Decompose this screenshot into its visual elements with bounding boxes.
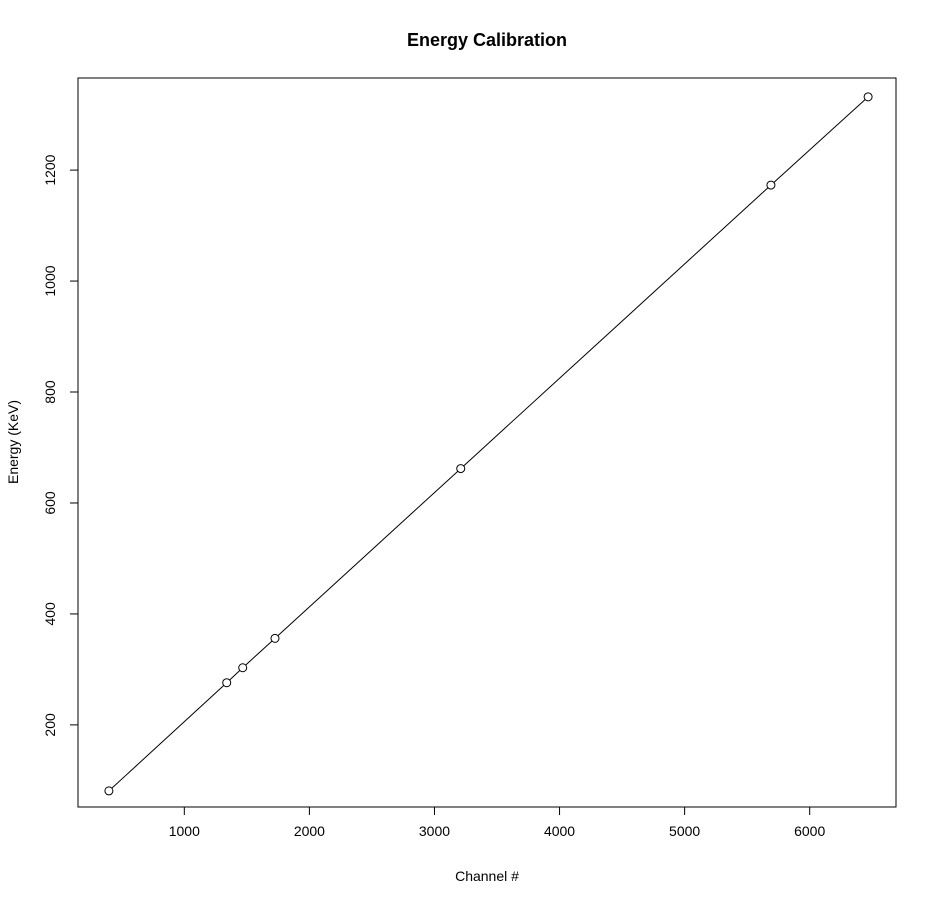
data-point <box>238 663 248 673</box>
x-axis: 1000 2000 3000 4000 5000 6000 <box>169 806 825 839</box>
y-tick-label: 600 <box>42 491 58 515</box>
data-point <box>456 464 466 474</box>
x-tick-label: 3000 <box>419 823 450 839</box>
series-line <box>108 96 869 792</box>
data-point <box>766 180 776 190</box>
x-tick-label: 1000 <box>169 823 200 839</box>
y-tick-label: 800 <box>42 380 58 404</box>
y-axis: 200 400 600 800 1000 1200 <box>42 154 79 737</box>
series-group <box>104 92 873 796</box>
data-point <box>104 786 114 796</box>
data-point <box>222 678 232 688</box>
x-tick-label: 6000 <box>794 823 825 839</box>
y-tick-label: 1200 <box>42 154 58 185</box>
x-tick-label: 2000 <box>294 823 325 839</box>
data-point <box>863 92 873 102</box>
chart-title: Energy Calibration <box>407 30 567 50</box>
y-tick-label: 1000 <box>42 265 58 296</box>
y-tick-label: 200 <box>42 713 58 737</box>
data-point <box>270 633 280 643</box>
x-tick-label: 4000 <box>544 823 575 839</box>
x-tick-label: 5000 <box>669 823 700 839</box>
y-axis-label: Energy (KeV) <box>5 400 21 484</box>
y-tick-label: 400 <box>42 602 58 626</box>
x-axis-label: Channel # <box>455 868 519 884</box>
